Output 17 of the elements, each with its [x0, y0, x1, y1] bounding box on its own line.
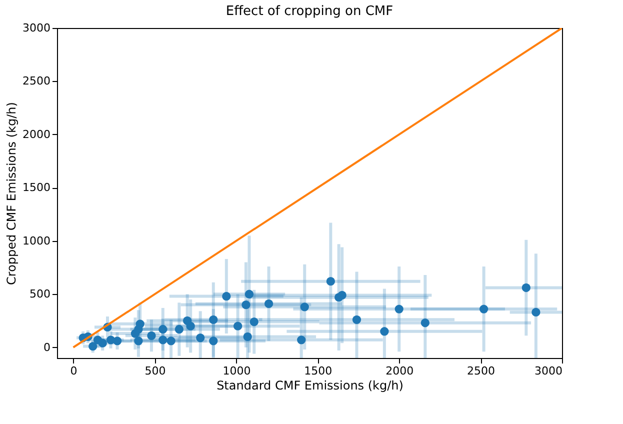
y-tick-label: 3000 — [22, 22, 50, 34]
x-tick-label: 2000 — [386, 364, 414, 378]
y-tick-label: 2500 — [22, 74, 50, 88]
y-axis-title: Cropped CMF Emissions (kg/h) — [4, 102, 19, 285]
x-tick-label: 1000 — [222, 364, 251, 378]
chart-title: Effect of cropping on CMF — [226, 4, 394, 19]
x-tick-label: 500 — [144, 364, 166, 378]
y-tick-label: 500 — [30, 288, 50, 301]
y-tick-label: 2000 — [22, 128, 50, 141]
y-tick-label: 1000 — [22, 234, 50, 248]
y-tick-label: 1500 — [22, 181, 50, 194]
y-tick-label: 0 — [44, 340, 50, 354]
x-tick-label: 1500 — [304, 364, 332, 378]
x-tick-label: 2500 — [467, 364, 496, 378]
x-tick-label: 3000 — [534, 364, 562, 378]
x-tick-label: 0 — [70, 364, 78, 378]
x-axis-title: Standard CMF Emissions (kg/h) — [216, 378, 404, 392]
